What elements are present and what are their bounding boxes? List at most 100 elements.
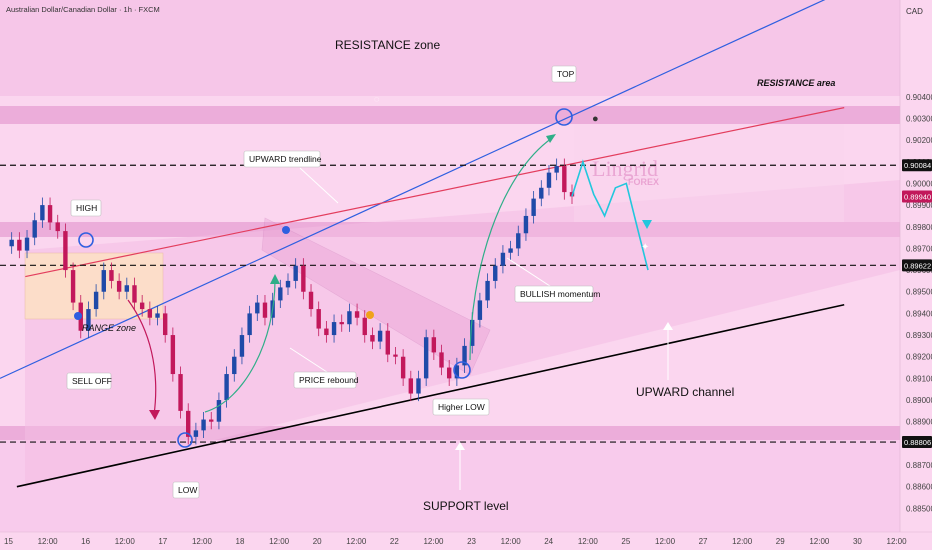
level-lines: [0, 164, 900, 443]
candle-body: [24, 237, 30, 251]
svg-text:LOW: LOW: [178, 485, 197, 495]
price-tag-label: 0.88806: [904, 438, 931, 447]
candle-body: [485, 280, 490, 301]
x-tick-label: 30: [853, 537, 862, 546]
candle-body: [124, 285, 130, 292]
candle-body: [362, 317, 367, 336]
candle-body: [508, 248, 513, 253]
higher-low-label-box: Higher LOW: [432, 398, 490, 416]
candle-body: [331, 322, 337, 336]
candle-body: [562, 166, 567, 193]
x-tick-label: 12:00: [501, 537, 522, 546]
star-icon: ✦: [641, 242, 649, 253]
range-touch-dot: [74, 312, 82, 320]
candle-body: [416, 378, 421, 394]
channel-support: [16, 303, 845, 488]
candle-body: [86, 309, 91, 331]
candle-body: [285, 280, 291, 288]
candle-body: [339, 322, 344, 325]
candle-body: [9, 239, 14, 247]
candle-body: [101, 270, 106, 292]
projection-path: [571, 159, 649, 271]
x-tick-label: 12:00: [732, 537, 753, 546]
price-tag-label: 0.89940: [904, 192, 931, 201]
candle-body: [247, 313, 252, 336]
channel-fill: [25, 180, 900, 487]
candle-body: [408, 378, 414, 394]
upward-trendline: [0, 0, 826, 379]
x-tick-label: 12:00: [269, 537, 290, 546]
resistance-area-label: RESISTANCE area: [757, 78, 835, 88]
resistance-line: [25, 107, 845, 278]
x-tick-label: 12:00: [887, 537, 908, 546]
symbol-header: Australian Dollar/Canadian Dollar · 1h ·…: [6, 5, 160, 14]
candle-body: [278, 287, 283, 301]
candle-body: [139, 302, 145, 310]
candle-body: [209, 419, 214, 422]
candle-body: [493, 265, 498, 281]
x-tick-label: 12:00: [115, 537, 136, 546]
candle-body: [423, 337, 429, 379]
x-tick-label: 12:00: [809, 537, 830, 546]
projection-arrow-head: [642, 220, 652, 229]
candle-body: [17, 239, 22, 251]
x-tick-label: 25: [621, 537, 630, 546]
candle-body: [301, 265, 306, 292]
candle-body: [500, 252, 506, 266]
candle-body: [462, 345, 467, 366]
candle-body: [439, 352, 444, 368]
descending-channel: [261, 217, 491, 376]
price-tag-label: 0.89622: [904, 261, 931, 270]
candle-body: [293, 265, 298, 281]
price-tag-bg: [902, 436, 932, 449]
candle-body: [147, 309, 153, 318]
candle-body: [554, 166, 559, 173]
top-label-box: TOP: [551, 65, 577, 83]
rebound-arrow-head: [270, 274, 280, 284]
candle-body: [516, 233, 521, 249]
higher-low-marker: [453, 361, 471, 379]
candle-body: [377, 330, 383, 342]
candle-body: [477, 300, 483, 320]
sell-off-label-box: SELL OFF: [66, 372, 112, 390]
high-label-box: HIGH: [70, 199, 102, 217]
candle-body: [239, 335, 245, 357]
x-tick-label: 29: [776, 537, 785, 546]
resistance-zone-label: RESISTANCE zone: [335, 38, 440, 52]
candle-body: [531, 198, 536, 216]
watermark-sub: FOREX: [628, 177, 659, 187]
candle-body: [354, 311, 360, 318]
price-tag-bg: [902, 259, 932, 272]
candle-body: [262, 302, 268, 318]
watermark-name: Lingrid: [592, 156, 658, 181]
candle-body: [32, 220, 37, 238]
candle-body: [55, 222, 60, 232]
svg-text:Higher LOW: Higher LOW: [438, 402, 485, 412]
price-tags: 0.90084 0.89622 0.88806 0.89940: [902, 159, 932, 449]
low-label-box: LOW: [172, 481, 200, 499]
candle-body: [201, 419, 206, 431]
x-tick-label: 22: [390, 537, 399, 546]
rebound-arrow: [204, 279, 276, 413]
svg-text:HIGH: HIGH: [76, 203, 97, 213]
candle-body: [347, 311, 352, 325]
candle-body: [385, 330, 390, 355]
pointer-upward-channel-head: [663, 322, 673, 330]
candle-body: [308, 291, 314, 310]
candle-body: [523, 215, 529, 234]
x-tick-label: 12:00: [346, 537, 367, 546]
candle-body: [324, 328, 329, 336]
x-ticks: 15 12:00 16 12:00 17 12:00 18 12:00 20 12:00 22 12:…: [4, 537, 907, 546]
bullish-momentum-label-box: BULLISH momentum: [514, 285, 600, 303]
x-tick-label: 23: [467, 537, 476, 546]
x-tick-label: 15: [4, 537, 13, 546]
svg-text:TOP: TOP: [557, 69, 575, 79]
time-axis-panel: [0, 532, 932, 550]
